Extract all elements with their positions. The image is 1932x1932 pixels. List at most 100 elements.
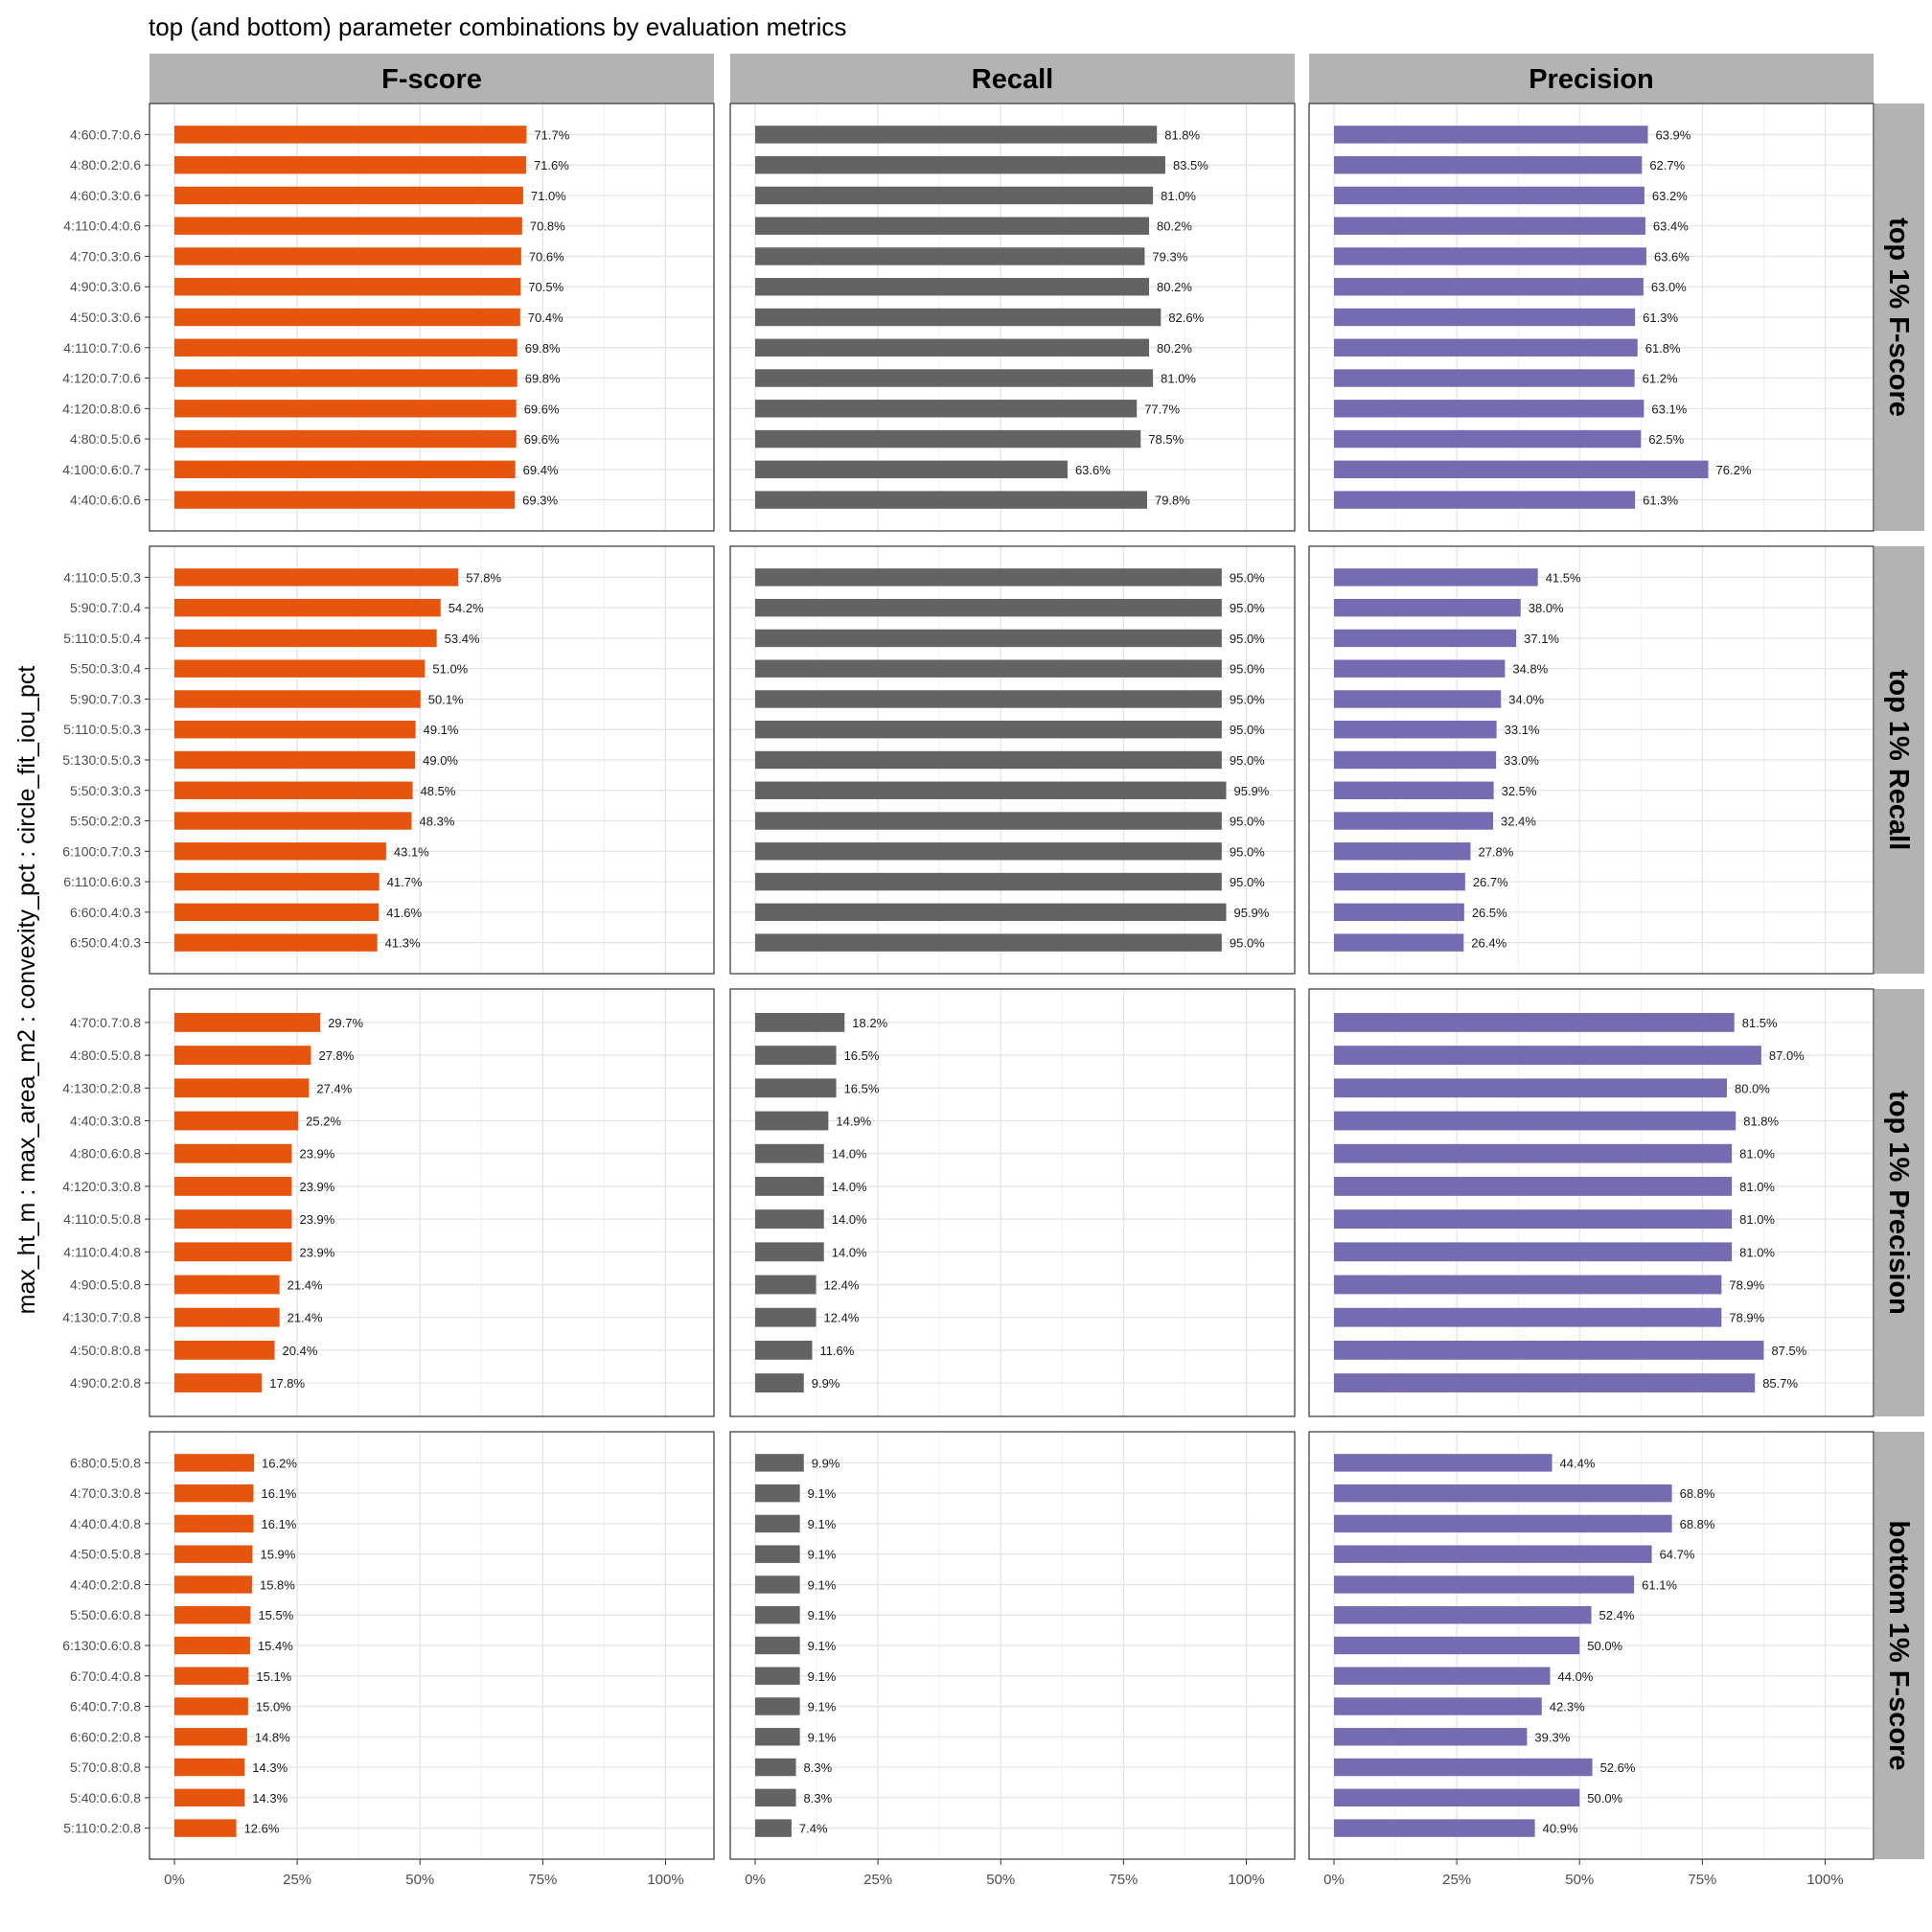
- y-tick-label: 5:40:0.6:0.8: [70, 1790, 141, 1806]
- bar: [174, 460, 516, 479]
- bar-value-label: 9.1%: [808, 1577, 837, 1592]
- facet-panel: 81.5% 87.0% 80.0% 81.8% 81.0% 81.0% 81.0% 81.0%…: [1308, 988, 1874, 1417]
- bar-value-label: 14.3%: [252, 1791, 288, 1806]
- bar: [755, 429, 1141, 448]
- bar-value-label: 17.8%: [269, 1376, 305, 1391]
- row-strip: [1874, 989, 1924, 1416]
- facet-panel: 9.9% 9.1% 9.1% 9.1% 9.1% 9.1% 9.1% 9.1% 9.1% 9.1%…: [729, 1431, 1296, 1860]
- bar-value-label: 95.0%: [1230, 632, 1265, 646]
- bar-value-label: 49.0%: [423, 753, 458, 768]
- facet-panel: 71.7% 71.6% 71.0% 70.8% 70.6% 70.5% 70.4% 69.8%…: [149, 103, 715, 532]
- bar-value-label: 15.1%: [256, 1669, 291, 1684]
- y-tick-label: 4:110:0.7:0.6: [63, 340, 141, 356]
- bar: [1334, 1242, 1733, 1262]
- bar: [174, 338, 518, 356]
- y-tick-label: 4:120:0.8:0.6: [62, 401, 141, 416]
- facet-panel: 16.2% 16.1% 16.1% 15.9% 15.8% 15.5% 15.4% 15.1%…: [149, 1431, 715, 1860]
- bar: [755, 659, 1222, 678]
- y-tick-label: 5:50:0.2:0.3: [70, 814, 141, 829]
- bar-value-label: 81.5%: [1742, 1016, 1778, 1030]
- bar-value-label: 69.8%: [525, 372, 561, 386]
- bar-value-label: 52.6%: [1600, 1760, 1636, 1775]
- bar-value-label: 63.6%: [1654, 249, 1690, 264]
- bar: [174, 278, 521, 296]
- bar-value-label: 16.5%: [844, 1048, 880, 1063]
- panel-border: [1308, 545, 1874, 975]
- bar: [1334, 1788, 1580, 1807]
- x-tick-label: 25%: [283, 1872, 311, 1888]
- bar: [1334, 1111, 1736, 1131]
- bar: [174, 1046, 311, 1066]
- facet-panel: 29.7% 27.8% 27.4% 25.2% 23.9% 23.9% 23.9% 23.9%…: [149, 988, 715, 1417]
- bar: [755, 690, 1222, 708]
- panel-border: [729, 545, 1296, 975]
- bar: [1334, 369, 1635, 387]
- bar-value-label: 63.1%: [1651, 402, 1687, 416]
- bar-value-label: 33.1%: [1505, 723, 1540, 737]
- bar: [755, 750, 1222, 770]
- bar-value-label: 14.0%: [832, 1212, 867, 1227]
- facet-panel: 44.4% 68.8% 68.8% 64.7% 61.1% 52.4% 50.0% 44.0%…: [1308, 1431, 1874, 1860]
- bar-value-label: 81.0%: [1739, 1147, 1775, 1162]
- bar: [1334, 1209, 1733, 1230]
- y-tick-label: 4:70:0.3:0.6: [70, 248, 141, 264]
- bar: [1334, 1606, 1592, 1624]
- x-tick-label: 100%: [1228, 1872, 1264, 1888]
- bar: [174, 491, 516, 509]
- bar-value-label: 40.9%: [1543, 1822, 1578, 1836]
- y-tick-label: 4:40:0.6:0.6: [70, 493, 141, 508]
- bar-value-label: 95.9%: [1233, 784, 1269, 798]
- bar: [1334, 278, 1644, 296]
- bar: [1334, 1545, 1652, 1563]
- bar: [755, 308, 1162, 327]
- bar: [174, 1484, 254, 1503]
- bar-value-label: 95.0%: [1230, 753, 1265, 768]
- bar-value-label: 80.2%: [1157, 341, 1192, 356]
- bar-value-label: 8.3%: [804, 1791, 833, 1806]
- bar: [755, 1758, 796, 1777]
- y-tick-label: 5:50:0.3:0.4: [70, 661, 141, 677]
- y-tick-label: 4:120:0.3:0.8: [62, 1179, 141, 1194]
- bar-value-label: 80.2%: [1157, 280, 1192, 294]
- y-tick-label: 4:120:0.7:0.6: [62, 371, 141, 386]
- bar-value-label: 63.2%: [1652, 189, 1688, 203]
- bar-value-label: 81.0%: [1739, 1245, 1775, 1259]
- bar: [755, 400, 1138, 418]
- bar: [755, 1454, 804, 1472]
- bar: [755, 1788, 796, 1807]
- bar: [1334, 1307, 1722, 1327]
- bar: [1334, 1013, 1735, 1032]
- bar: [174, 690, 421, 708]
- x-tick-label: 100%: [647, 1872, 683, 1888]
- panel-border: [729, 1431, 1296, 1860]
- y-tick-label: 4:90:0.3:0.6: [70, 279, 141, 294]
- y-tick-label: 5:50:0.6:0.8: [70, 1607, 141, 1622]
- x-tick-label: 50%: [1565, 1872, 1594, 1888]
- bar-value-label: 63.9%: [1655, 127, 1690, 142]
- bar-value-label: 95.0%: [1230, 570, 1265, 585]
- bar: [1334, 812, 1494, 830]
- bar-value-label: 48.3%: [420, 815, 455, 829]
- bar: [755, 217, 1150, 235]
- y-tick-label: 6:110:0.6:0.3: [63, 874, 141, 889]
- bar-value-label: 7.4%: [799, 1822, 828, 1836]
- bar: [1334, 429, 1642, 448]
- facet-panel: 57.8% 54.2% 53.4% 51.0% 50.1% 49.1% 49.0% 48.5%…: [149, 545, 715, 975]
- bar-value-label: 87.5%: [1771, 1344, 1806, 1358]
- bar: [1334, 933, 1464, 952]
- bar: [174, 400, 517, 418]
- bar: [755, 1728, 800, 1746]
- bar: [755, 1340, 813, 1360]
- bar: [755, 1514, 800, 1533]
- y-tick-label: 4:130:0.7:0.8: [62, 1310, 141, 1325]
- bar-value-label: 69.6%: [524, 432, 560, 447]
- facet-panel: 18.2% 16.5% 16.5% 14.9% 14.0% 14.0% 14.0% 14.0%…: [729, 988, 1296, 1417]
- bar: [755, 491, 1147, 509]
- bar: [1334, 491, 1636, 509]
- bar-value-label: 61.1%: [1642, 1577, 1677, 1592]
- bar: [755, 1636, 800, 1655]
- bar-value-label: 16.2%: [262, 1456, 297, 1470]
- bar-value-label: 23.9%: [299, 1180, 334, 1194]
- bar-value-label: 15.5%: [258, 1608, 293, 1622]
- bar: [755, 721, 1222, 739]
